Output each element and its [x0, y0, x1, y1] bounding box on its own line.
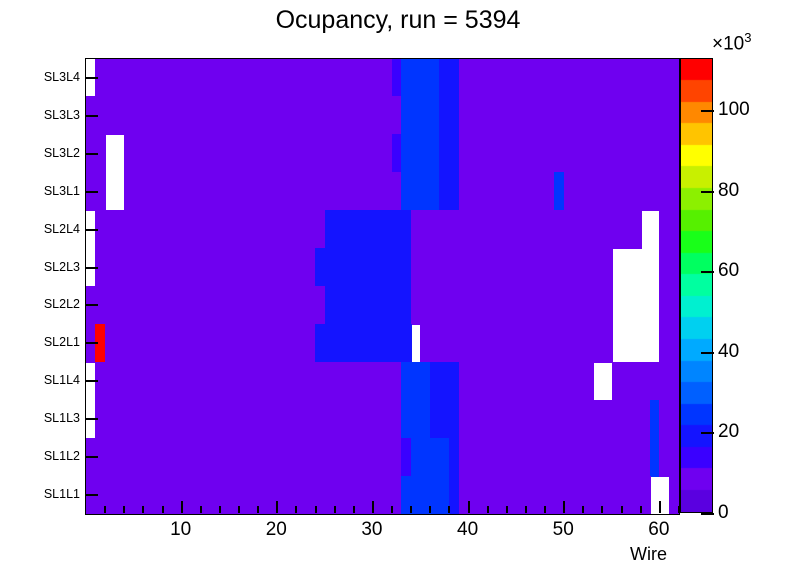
- page-title: Ocupancy, run = 5394: [275, 6, 521, 34]
- x-axis-minor-tick: [487, 506, 489, 513]
- x-axis-minor-tick: [678, 506, 680, 513]
- x-axis-title: Wire: [630, 544, 667, 564]
- y-axis-label-sl1l1: SL1L1: [43, 487, 80, 502]
- y-axis-tick: [86, 342, 98, 344]
- exponent-base: ×10: [712, 33, 745, 55]
- color-scale-exponent: ×103: [712, 30, 751, 55]
- y-axis-label-sl1l3: SL1L3: [43, 411, 80, 426]
- x-axis-tick-label: 60: [648, 519, 670, 540]
- y-axis-tick: [86, 304, 98, 306]
- x-axis-minor-tick: [200, 506, 202, 513]
- x-axis-minor-tick: [334, 506, 336, 513]
- color-scale-tick-label: 80: [718, 180, 740, 201]
- x-axis-minor-tick: [582, 506, 584, 513]
- y-axis-tick: [86, 380, 98, 382]
- x-axis-minor-tick: [295, 506, 297, 513]
- y-axis-tick: [86, 418, 98, 420]
- x-axis-minor-tick: [525, 506, 527, 513]
- x-axis-minor-tick: [506, 506, 508, 513]
- color-scale-tick-label: 60: [718, 260, 740, 281]
- x-axis-minor-tick: [429, 506, 431, 513]
- y-axis-label-sl1l2: SL1L2: [43, 449, 80, 464]
- y-axis-label-sl2l3: SL2L3: [43, 259, 80, 274]
- color-scale-bar: [681, 59, 712, 512]
- y-axis-tick: [86, 153, 98, 155]
- color-scale-tick-label: 40: [718, 341, 740, 362]
- y-axis-tick: [86, 191, 98, 193]
- y-axis-label-sl2l4: SL2L4: [43, 221, 80, 236]
- y-axis-label-sl3l4: SL3L4: [43, 69, 80, 84]
- y-axis-label-sl3l2: SL3L2: [43, 145, 80, 160]
- color-scale-tick-label: 100: [718, 99, 750, 120]
- y-axis-label-sl1l4: SL1L4: [43, 373, 80, 388]
- color-scale-tick: [701, 513, 714, 515]
- x-axis-minor-tick: [353, 506, 355, 513]
- x-axis-major-tick: [659, 501, 661, 513]
- x-axis-minor-tick: [544, 506, 546, 513]
- color-scale-tick: [701, 352, 714, 354]
- x-axis-tick-label: 20: [265, 519, 287, 540]
- x-axis-tick-label: 10: [170, 519, 192, 540]
- y-axis-label-sl2l2: SL2L2: [43, 297, 80, 312]
- x-axis-tick-label: 30: [361, 519, 383, 540]
- x-axis-tick-label: 40: [457, 519, 479, 540]
- x-axis-minor-tick: [257, 506, 259, 513]
- x-axis-minor-tick: [621, 506, 623, 513]
- x-axis-minor-tick: [219, 506, 221, 513]
- x-axis-tick-label: 50: [552, 519, 574, 540]
- x-axis-major-tick: [276, 501, 278, 513]
- x-axis-minor-tick: [410, 506, 412, 513]
- x-axis-minor-tick: [315, 506, 317, 513]
- x-axis-minor-tick: [448, 506, 450, 513]
- plot-frame: [85, 58, 680, 515]
- color-scale-frame: [680, 58, 713, 513]
- x-axis-minor-tick: [104, 506, 106, 513]
- y-axis-tick: [86, 494, 98, 496]
- color-scale-tick: [701, 191, 714, 193]
- x-axis-minor-tick: [123, 506, 125, 513]
- y-axis-tick: [86, 115, 98, 117]
- x-axis-minor-tick: [238, 506, 240, 513]
- heatmap-plot[interactable]: [86, 59, 679, 514]
- x-axis-major-tick: [468, 501, 470, 513]
- y-axis-tick: [86, 456, 98, 458]
- y-axis-tick: [86, 77, 98, 79]
- color-scale-tick-label: 20: [718, 421, 740, 442]
- y-axis-tick: [86, 229, 98, 231]
- y-axis-label-sl3l3: SL3L3: [43, 107, 80, 122]
- color-scale-tick: [701, 110, 714, 112]
- x-axis-major-tick: [372, 501, 374, 513]
- x-axis-major-tick: [563, 501, 565, 513]
- y-axis-tick: [86, 267, 98, 269]
- x-axis-minor-tick: [142, 506, 144, 513]
- color-scale-tick: [701, 432, 714, 434]
- x-axis-major-tick: [181, 501, 183, 513]
- x-axis-minor-tick: [640, 506, 642, 513]
- x-axis-minor-tick: [162, 506, 164, 513]
- color-scale-tick-label: 0: [718, 502, 729, 523]
- exponent-power: 3: [744, 30, 752, 45]
- color-scale-tick: [701, 271, 714, 273]
- y-axis-label-sl2l1: SL2L1: [43, 335, 80, 350]
- x-axis-minor-tick: [601, 506, 603, 513]
- x-axis-minor-tick: [391, 506, 393, 513]
- y-axis-label-sl3l1: SL3L1: [43, 183, 80, 198]
